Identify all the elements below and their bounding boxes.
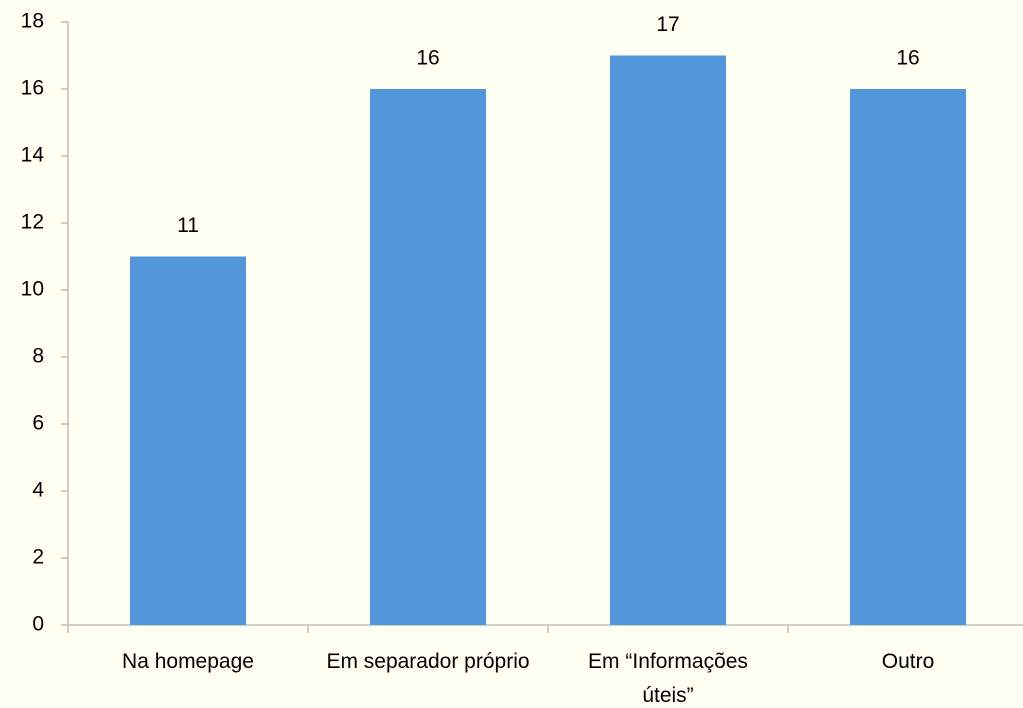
x-tick-label: Outro <box>881 650 935 673</box>
value-label: 16 <box>416 47 439 70</box>
value-label: 11 <box>177 214 199 237</box>
y-tick-label: 0 <box>32 613 44 636</box>
y-tick-label: 16 <box>21 77 44 100</box>
bar <box>370 89 486 625</box>
y-tick-label: 18 <box>21 10 44 33</box>
x-tick-label: Na homepage <box>122 650 254 673</box>
bar <box>850 89 966 625</box>
x-tick-label: Em “Informações úteis” <box>588 650 748 707</box>
value-label: 16 <box>896 47 919 70</box>
x-tick-label: Em separador próprio <box>326 650 530 673</box>
y-tick-label: 6 <box>32 412 44 435</box>
y-tick-label: 12 <box>21 211 44 234</box>
y-tick-label: 14 <box>21 144 45 167</box>
value-label: 17 <box>656 13 679 36</box>
y-tick-label: 2 <box>32 546 44 569</box>
y-tick-label: 4 <box>32 479 44 502</box>
y-tick-label: 8 <box>32 345 44 368</box>
bar <box>610 55 726 625</box>
bar <box>130 256 246 625</box>
y-tick-label: 10 <box>21 278 44 301</box>
